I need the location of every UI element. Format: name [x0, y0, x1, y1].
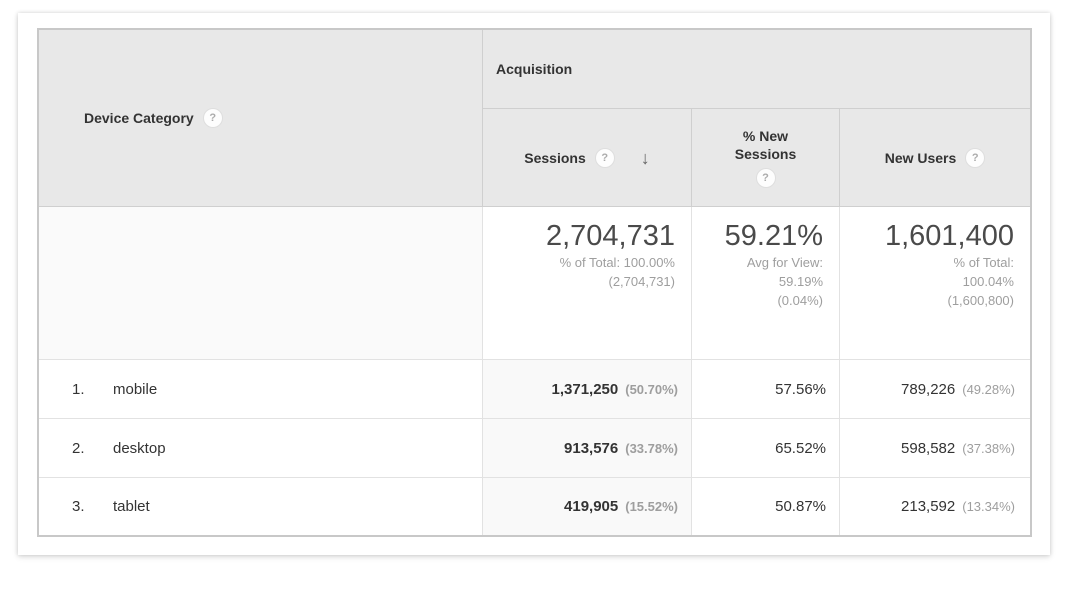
column-group-header-acquisition: Acquisition	[482, 30, 1030, 109]
percent-new-sessions-header-label: % New Sessions	[734, 128, 797, 162]
table-row-device-cell: 2. desktop	[39, 418, 482, 477]
new-users-percent: (49.28%)	[962, 381, 1015, 397]
row-rank: 2.	[72, 439, 85, 457]
new-users-value: 789,226	[901, 380, 956, 398]
sessions-total-subtext: % of Total: 100.00%	[559, 255, 675, 270]
summary-sessions-cell: 2,704,731 % of Total: 100.00% (2,704,731…	[482, 207, 691, 359]
table-row-new-users-cell: 598,582 (37.38%)	[839, 418, 1030, 477]
column-header-new-users[interactable]: New Users ?	[839, 109, 1030, 207]
new-users-value: 598,582	[901, 439, 956, 457]
sessions-percent: (33.78%)	[625, 440, 678, 456]
help-icon[interactable]: ?	[965, 147, 986, 168]
sessions-header-label: Sessions	[524, 149, 586, 166]
sessions-total-subtext: (2,704,731)	[608, 274, 676, 289]
percent-new-sessions-value: 50.87%	[775, 498, 826, 515]
table-row-new-users-cell: 789,226 (49.28%)	[839, 359, 1030, 418]
new-users-header-label: New Users	[884, 149, 957, 166]
device-name: desktop	[113, 439, 166, 457]
device-category-table: Device Category ? Acquisition Sessions ?…	[37, 28, 1032, 537]
table-row-device-cell: 3. tablet	[39, 477, 482, 535]
sort-descending-icon[interactable]: ↓	[640, 147, 650, 168]
new-users-total-value: 1,601,400	[884, 220, 1014, 252]
summary-percent-new-sessions-cell: 59.21% Avg for View: 59.19% (0.04%)	[691, 207, 839, 359]
sessions-value: 913,576	[564, 439, 619, 457]
percent-new-sessions-value: 57.56%	[775, 380, 826, 398]
table-row-device-cell: 1. mobile	[39, 359, 482, 418]
new-users-total-subtext: 100.04%	[962, 274, 1014, 289]
percent-new-sessions-total-subtext: (0.04%)	[777, 293, 823, 308]
table-row-percent-new-sessions-cell: 65.52%	[691, 418, 839, 477]
sessions-value: 419,905	[564, 498, 619, 515]
row-rank: 3.	[72, 498, 85, 515]
row-rank: 1.	[72, 380, 85, 398]
device-name: mobile	[113, 380, 158, 398]
device-category-header-label: Device Category	[84, 110, 194, 126]
summary-new-users-cell: 1,601,400 % of Total: 100.04% (1,600,800…	[839, 207, 1030, 359]
sessions-percent: (50.70%)	[625, 381, 678, 397]
new-users-percent: (13.34%)	[962, 499, 1015, 514]
column-header-sessions[interactable]: Sessions ? ↓	[482, 109, 691, 207]
help-icon[interactable]: ?	[755, 168, 776, 188]
table-row-new-users-cell: 213,592 (13.34%)	[839, 477, 1030, 535]
column-header-percent-new-sessions[interactable]: % New Sessions ?	[691, 109, 839, 207]
column-header-device-category[interactable]: Device Category ?	[39, 30, 482, 207]
table-row-percent-new-sessions-cell: 50.87%	[691, 477, 839, 535]
table-row-sessions-cell: 419,905 (15.52%)	[482, 477, 691, 535]
sessions-total-value: 2,704,731	[545, 220, 675, 252]
new-users-total-subtext: % of Total:	[953, 255, 1014, 270]
acquisition-header-label: Acquisition	[496, 61, 573, 77]
summary-device-category-cell	[39, 207, 482, 359]
percent-new-sessions-total-value: 59.21%	[724, 220, 823, 252]
percent-new-sessions-value: 65.52%	[775, 439, 826, 457]
new-users-value: 213,592	[901, 498, 956, 515]
analytics-table-card: Device Category ? Acquisition Sessions ?…	[18, 13, 1050, 555]
new-users-percent: (37.38%)	[962, 440, 1015, 456]
help-icon[interactable]: ?	[594, 147, 615, 168]
sessions-percent: (15.52%)	[625, 499, 678, 514]
table-row-percent-new-sessions-cell: 57.56%	[691, 359, 839, 418]
help-icon[interactable]: ?	[202, 108, 223, 128]
table-row-sessions-cell: 913,576 (33.78%)	[482, 418, 691, 477]
percent-new-sessions-total-subtext: 59.19%	[778, 274, 823, 289]
percent-new-sessions-total-subtext: Avg for View:	[746, 255, 823, 270]
sessions-value: 1,371,250	[551, 380, 619, 398]
new-users-total-subtext: (1,600,800)	[947, 293, 1015, 308]
device-name: tablet	[113, 498, 150, 515]
table-row-sessions-cell: 1,371,250 (50.70%)	[482, 359, 691, 418]
